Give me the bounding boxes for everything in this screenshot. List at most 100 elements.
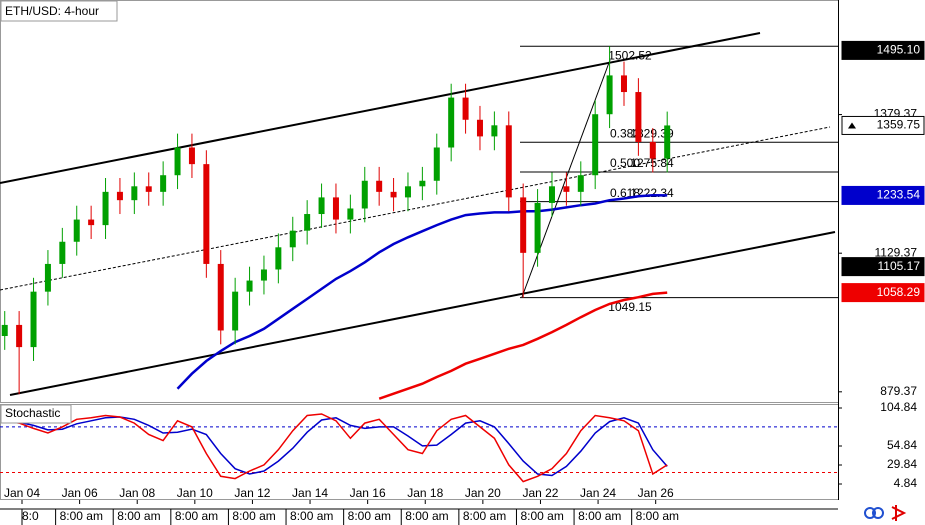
- time-label: 8:0: [22, 509, 39, 523]
- fib-ratio: 0.382: [610, 126, 640, 140]
- x-tick-label: Jan 16: [350, 486, 386, 500]
- x-tick-label: Jan 10: [177, 486, 213, 500]
- candle-body: [304, 214, 311, 231]
- candle-body: [635, 92, 642, 142]
- fib-value: 1502.52: [608, 48, 652, 62]
- price-tag-label: 1495.10: [877, 43, 921, 57]
- candle-body: [246, 280, 253, 292]
- candle-body: [260, 269, 267, 281]
- candle-body: [102, 191, 109, 226]
- price-tag: [841, 257, 925, 277]
- candle-body: [404, 186, 411, 198]
- candle-body: [160, 175, 167, 192]
- x-tick-label: Jan 24: [580, 486, 616, 500]
- candle-body: [16, 324, 23, 348]
- link-icon[interactable]: [864, 507, 876, 519]
- price-tag-label: 1359.75: [877, 118, 921, 132]
- candle-body: [116, 191, 123, 201]
- stoch-title-box: [0, 404, 72, 424]
- candle-body: [664, 125, 671, 159]
- candle-body: [217, 263, 224, 331]
- candle-body: [59, 241, 66, 264]
- time-label: 8:00 am: [520, 509, 563, 523]
- x-tick-label: Jan 12: [234, 486, 270, 500]
- x-tick-label: Jan 26: [638, 486, 674, 500]
- candle-body: [606, 75, 613, 115]
- stochastic-line: [4, 413, 668, 483]
- candle-body: [592, 114, 599, 176]
- candle-body: [361, 180, 368, 209]
- candle-body: [419, 180, 426, 187]
- channel-upper: [0, 32, 761, 184]
- x-tick-label: Jan 20: [465, 486, 501, 500]
- time-label: 8:00 am: [578, 509, 621, 523]
- candle-body: [476, 119, 483, 137]
- toolbar-icons[interactable]: [864, 505, 907, 521]
- time-label: 8:00 am: [405, 509, 448, 523]
- candle-body: [1, 324, 8, 337]
- candle-body: [73, 219, 80, 242]
- channel-lower: [9, 231, 836, 396]
- moving-average: [176, 193, 668, 390]
- time-label: 8:00 am: [175, 509, 218, 523]
- candle-body: [188, 147, 195, 165]
- y-tick-label: 54.84: [887, 438, 917, 452]
- price-tag-label: 1058.29: [877, 285, 921, 299]
- candle-body: [44, 263, 51, 292]
- channel-mid: [0, 126, 831, 291]
- candle-body: [376, 180, 383, 192]
- price-tag-label: 1233.54: [877, 188, 921, 202]
- x-tick-label: Jan 14: [292, 486, 328, 500]
- x-tick-label: Jan 06: [62, 486, 98, 500]
- price-tag: [841, 185, 925, 205]
- fib-value: 1275.84: [630, 156, 674, 170]
- candle-body: [332, 197, 339, 220]
- candle-body: [491, 125, 498, 137]
- price-tag-label: 1105.17: [878, 259, 921, 273]
- candle-body: [520, 197, 527, 253]
- time-label: 8:00 am: [463, 509, 506, 523]
- candle-body: [548, 186, 555, 203]
- chart-title: ETH/USD: 4-hour: [5, 4, 99, 18]
- moving-average: [378, 291, 668, 400]
- fib-value: 1049.15: [608, 300, 652, 314]
- candle-body: [275, 247, 282, 270]
- y-tick-label: 4.84: [894, 476, 918, 490]
- time-label: 8:00 am: [117, 509, 160, 523]
- candle-body: [203, 164, 210, 264]
- candle-body: [88, 219, 95, 226]
- title-box: [0, 0, 118, 22]
- candle-body: [145, 186, 152, 192]
- link-icon[interactable]: [872, 507, 884, 519]
- time-label: 8:00 am: [232, 509, 275, 523]
- x-tick-label: Jan 04: [4, 486, 40, 500]
- price-tag: [841, 115, 925, 135]
- stoch-title: Stochastic: [5, 406, 60, 420]
- candle-body: [289, 230, 296, 248]
- candle-body: [462, 97, 469, 120]
- price-tag: [841, 40, 925, 60]
- arrow-icon[interactable]: [891, 505, 907, 521]
- candle-body: [649, 141, 656, 159]
- price-tag: [841, 283, 925, 303]
- time-label: 8:00 am: [290, 509, 333, 523]
- candle-body: [174, 147, 181, 176]
- x-tick-label: Jan 22: [522, 486, 558, 500]
- stochastic-line: [4, 416, 668, 477]
- candle-body: [620, 75, 627, 93]
- y-tick-label: 1129.37: [875, 245, 918, 259]
- candle-body: [30, 291, 37, 348]
- candle-body: [505, 125, 512, 198]
- y-tick-label: 104.84: [880, 400, 917, 414]
- candle-body: [577, 175, 584, 192]
- candle-body: [232, 291, 239, 331]
- candle-body: [448, 97, 455, 148]
- x-tick-label: Jan 08: [119, 486, 155, 500]
- tag-arrow: [848, 122, 856, 129]
- candle-body: [318, 197, 325, 215]
- time-label: 8:00 am: [60, 509, 103, 523]
- fib-ratio: 0.500: [610, 156, 640, 170]
